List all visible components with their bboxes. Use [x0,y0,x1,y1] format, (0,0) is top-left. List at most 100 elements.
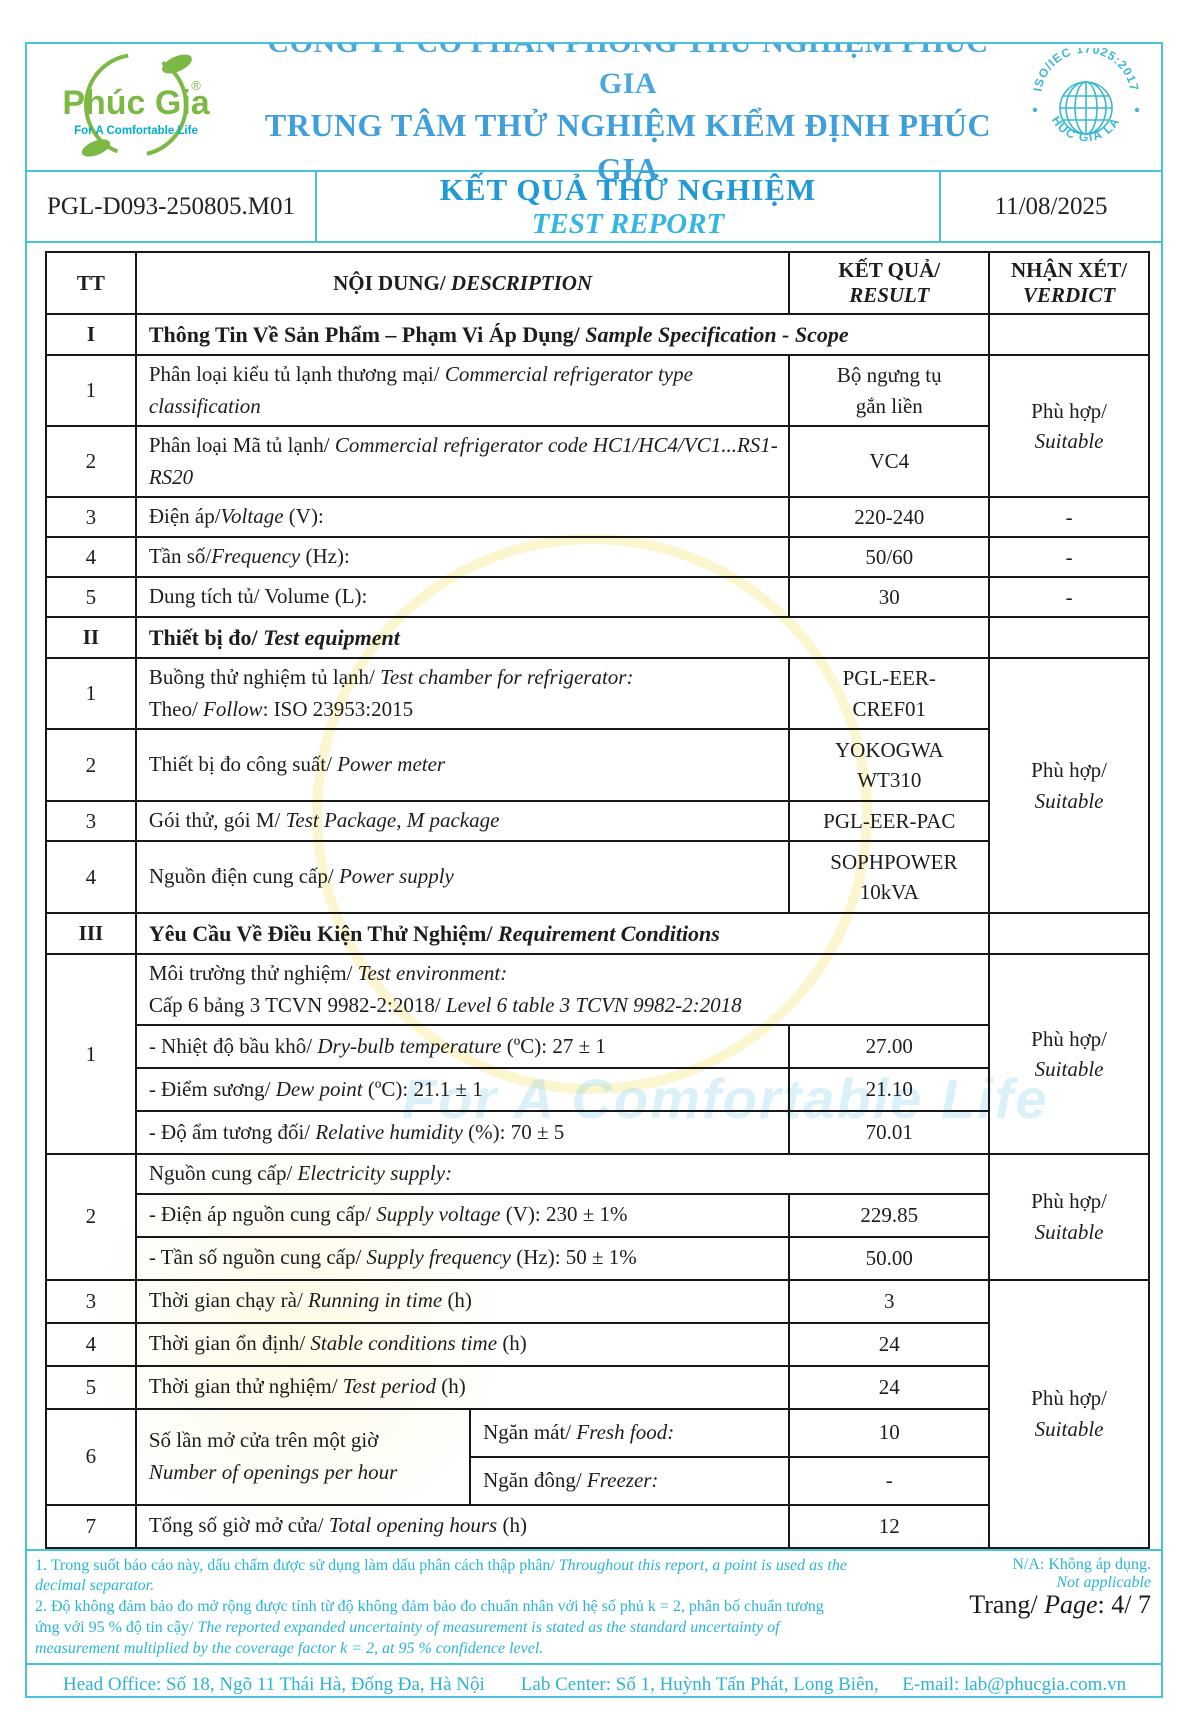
row-iii5-description: Thời gian thử nghiệm/ Test period (h) [134,1364,791,1410]
row-iii4-tt: 4 [45,1321,137,1367]
row-iii1-humidity-description: - Độ ẩm tương đối/ Relative humidity (%)… [134,1110,791,1155]
company-logo: Phúc Gia ® For A Comfortable Life [27,48,245,166]
row-iii1-dewpoint-description: - Điểm sương/ Dew point (ºC): 21.1 ± 1 [134,1067,791,1112]
footnotes-right: N/A: Không áp dụng. Not applicable Trang… [851,1556,1151,1660]
table-header-row: TT NỘI DUNG/ DESCRIPTION KẾT QUẢ/ RESULT… [45,251,1150,315]
col-header-description: NỘI DUNG/ DESCRIPTION [134,251,791,315]
brand-name: Phúc Gia [62,84,210,122]
col-header-result: KẾT QUẢ/ RESULT [788,251,991,315]
footnote-1: 1. Trong suốt báo cáo này, dấu chấm được… [35,1556,847,1595]
section-iii-number: III [45,912,137,955]
verdict-iii1: Phù hợp/ Suitable [988,953,1150,1155]
section-ii-number: II [45,616,137,659]
col-header-tt: TT [45,251,137,315]
row-iii6-freezer-result: - [788,1455,991,1506]
row-ii4: 4 Nguồn điện cung cấp/ Power supply SOPH… [45,840,1149,914]
row-ii2-tt: 2 [45,728,137,802]
col-desc-en: DESCRIPTION [450,270,593,295]
row-i4-verdict: - [988,536,1150,578]
row-ii3-result: PGL-EER-PAC [788,800,991,842]
row-iii2-frequency-result: 50.00 [788,1235,991,1281]
report-title-bar: PGL-D093-250805.M01 KẾT QUẢ THỬ NGHIỆM T… [27,172,1161,243]
verdict-iii2: Phù hợp/ Suitable [988,1153,1150,1281]
row-iii7-result: 12 [788,1503,991,1549]
row-iii3-description: Thời gian chạy rà/ Running in time (h) [134,1278,791,1324]
row-i4-tt: 4 [45,536,137,578]
row-iii1-humidity-result: 70.01 [788,1110,991,1155]
row-i4-description: Tần số/Frequency (Hz): [134,536,791,578]
row-iii2-supply: Nguồn cung cấp/ Electricity supply: [134,1153,991,1195]
row-iii1-dewpoint-result: 21.10 [788,1067,991,1112]
section-i-verdict-cell [988,313,1150,356]
row-i3-result: 220-240 [788,496,991,538]
row-i3-verdict: - [988,496,1150,538]
row-iii7-tt: 7 [45,1503,137,1549]
row-iii5: 5 Thời gian thử nghiệm/ Test period (h) … [45,1364,1149,1410]
section-i-number: I [45,313,137,356]
brand-tagline: For A Comfortable Life [74,125,198,137]
row-iii2-voltage-description: - Điện áp nguồn cung cấp/ Supply voltage… [134,1192,791,1238]
row-i5-result: 30 [788,576,991,618]
report-title: KẾT QUẢ THỬ NGHIỆM TEST REPORT [315,172,939,241]
row-iii3-result: 3 [788,1278,991,1324]
report-title-vi: KẾT QUẢ THỬ NGHIỆM [439,172,817,207]
row-i1-description: Phân loại kiểu tủ lạnh thương mại/ Comme… [134,354,791,427]
footnotes-left: 1. Trong suốt báo cáo này, dấu chấm được… [35,1556,851,1660]
row-iii2-frequency-description: - Tần số nguồn cung cấp/ Supply frequenc… [134,1235,791,1281]
contact-head-office: Head Office: Số 18, Ngõ 11 Thái Hà, Đống… [63,1674,485,1696]
page-indicator: Trang/ Page: 4/ 7 [969,1590,1151,1620]
footnotes: 1. Trong suốt báo cáo này, dấu chấm được… [27,1548,1161,1666]
row-iii1-tt: 1 [45,953,137,1155]
row-i2-description: Phân loại Mã tủ lạnh/ Commercial refrige… [134,425,791,498]
row-i2-result: VC4 [788,425,991,498]
col-result-en: RESULT [849,283,930,307]
report-title-en: TEST REPORT [531,208,725,240]
row-iii2-voltage-result: 229.85 [788,1192,991,1238]
iso-badge: ISO/IEC 17025:2017 PHUC GIA LAB [1011,48,1161,166]
row-iii6-freezer: Ngăn đông/ Freezer: - [46,1455,1149,1506]
row-iii4-description: Thời gian ổn định/ Stable conditions tim… [134,1321,791,1367]
row-iii1-humidity: - Độ ẩm tương đối/ Relative humidity (%)… [46,1110,1149,1155]
row-iii1-head: 1 Môi trường thử nghiệm/ Test environmen… [45,953,1150,1155]
row-iii5-tt: 5 [45,1364,137,1410]
row-i4-result: 50/60 [788,536,991,578]
row-iii6-freshfood-label: Ngăn mát/ Fresh food: [469,1407,791,1458]
company-name-line2: TRUNG TÂM THỬ NGHIỆM KIỂM ĐỊNH PHÚC GIA [264,107,992,187]
verdict-iii3-iii7: Phù hợp/ Suitable [988,1278,1150,1549]
row-i5-verdict: - [988,576,1150,618]
row-ii3-tt: 3 [45,800,137,842]
row-ii2: 2 Thiết bị đo công suất/ Power meter YOK… [45,728,1149,802]
row-iii6-freshfood-result: 10 [788,1407,991,1458]
company-name-line1: CÔNG TY CỔ PHẦN PHÒNG THỬ NGHIỆM PHÚC GI… [267,42,989,100]
row-i1-result: Bộ ngưng tụ gắn liền [788,354,991,427]
row-i3-description: Điện áp/Voltage (V): [134,496,791,538]
row-ii1-tt: 1 [45,657,137,730]
row-iii1-drybulb-result: 27.00 [788,1024,991,1069]
contact-email: E-mail: lab@phucgia.com.vn [902,1674,1127,1696]
row-iii6-freezer-label: Ngăn đông/ Freezer: [469,1455,791,1506]
row-ii3: 3 Gói thử, gói M/ Test Package, M packag… [45,800,1149,842]
col-header-verdict: NHẬN XÉT/ VERDICT [988,251,1150,315]
section-ii-verdict-cell [988,616,1150,659]
row-ii1-result: PGL-EER-CREF01 [788,657,991,730]
row-iii3: 3 Thời gian chạy rà/ Running in time (h)… [45,1278,1150,1549]
row-i4: 4 Tần số/Frequency (Hz): 50/60 - [45,536,1150,578]
section-i-title: Thông Tin Về Sản Phẩm – Phạm Vi Áp Dụng/… [134,313,991,356]
row-i3: 3 Điện áp/Voltage (V): 220-240 - [45,496,1150,538]
col-verdict-en: VERDICT [1022,283,1116,307]
row-iii2-frequency: - Tần số nguồn cung cấp/ Supply frequenc… [46,1235,1149,1281]
results-table-area: TT NỘI DUNG/ DESCRIPTION KẾT QUẢ/ RESULT… [27,243,1161,1549]
row-iii2-head: 2 Nguồn cung cấp/ Electricity supply: Ph… [45,1153,1150,1281]
row-i2: 2 Phân loại Mã tủ lạnh/ Commercial refri… [45,425,1149,498]
row-ii2-description: Thiết bị đo công suất/ Power meter [134,728,791,802]
section-iii-verdict-cell [988,912,1150,955]
row-i1-tt: 1 [45,354,137,427]
registered-mark: ® [191,78,201,93]
section-ii-header-row: II Thiết bị đo/ Test equipment [45,616,1150,659]
row-iii6-freshfood: 6 Số lần mở cửa trên một giờ Number of o… [45,1407,1149,1506]
col-verdict-vi: NHẬN XÉT/ [1011,258,1128,282]
row-iii4-result: 24 [788,1321,991,1367]
na-note-vi: N/A: Không áp dụng. [1012,1555,1151,1573]
letterhead: Phúc Gia ® For A Comfortable Life CÔNG T… [27,42,1161,187]
row-ii3-description: Gói thử, gói M/ Test Package, M package [134,800,791,842]
